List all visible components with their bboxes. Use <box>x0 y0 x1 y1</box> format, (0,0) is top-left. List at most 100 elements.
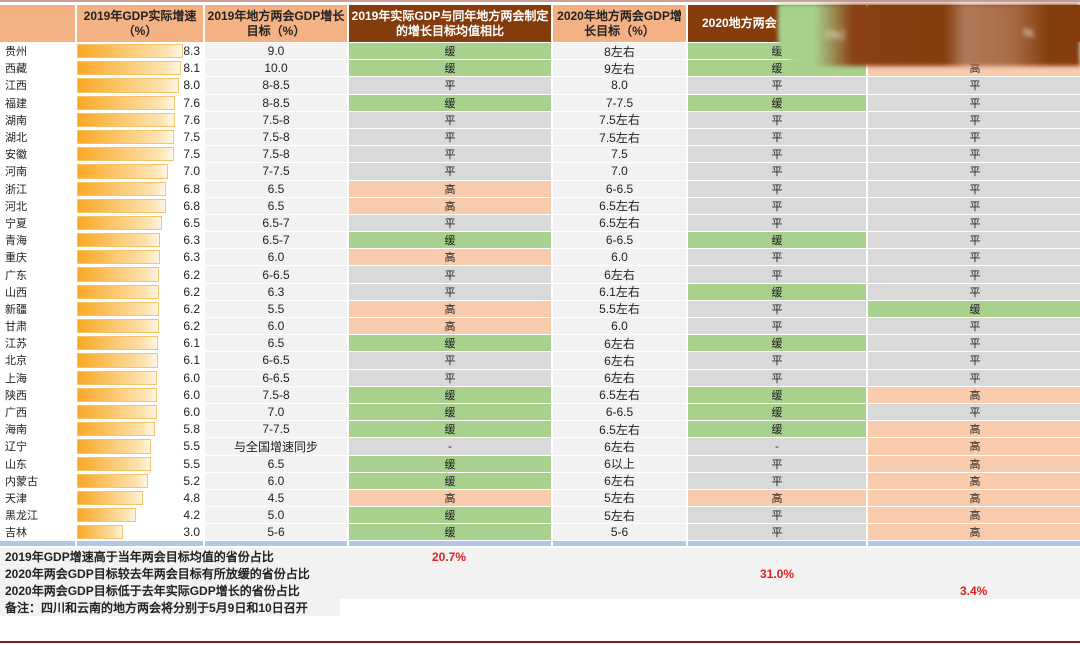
compare-2019: - <box>349 438 551 455</box>
actual-growth-cell: 6.0 <box>77 387 203 403</box>
table-row: 山东 5.5 6.5 缓 6以上平高 <box>0 455 1080 473</box>
top-border <box>0 0 1080 2</box>
actual-growth-cell: 5.5 <box>77 456 203 472</box>
compare-2019: 平 <box>349 352 551 369</box>
target-2019: 与全国增速同步 <box>205 438 347 455</box>
actual-growth-cell: 7.0 <box>77 163 203 179</box>
target-2020: 7.0 <box>553 163 686 180</box>
target-2019: 6.5 <box>205 455 347 472</box>
target-2019: 7.5-8 <box>205 128 347 146</box>
actual-growth-cell: 5.5 <box>77 438 203 454</box>
summary-row-3: 2020年两会GDP目标低于去年实际GDP增长的省份占比 3.4% <box>0 582 1080 599</box>
table-row: 重庆 6.3 6.0 高 6.0 平平 <box>0 249 1080 266</box>
compare-2020-prior: 平 <box>688 197 866 214</box>
compare-2020-prior: 缓 <box>688 421 866 438</box>
table-row: 辽宁 5.5 与全国增速同步 -6左右 - 高 <box>0 438 1080 455</box>
table-row: 安徽 7.5 7.5-8 平 7.5 平平 <box>0 146 1080 163</box>
compare-2020-actual: 高 <box>868 507 1080 524</box>
target-2020: 6.1左右 <box>553 283 686 300</box>
header-province <box>0 5 75 42</box>
table-row: 河北 6.8 6.5 高 6.5左右平平 <box>0 197 1080 215</box>
table-row: 青海 6.3 6.5-7 缓 6-6.5 缓平 <box>0 232 1080 249</box>
growth-value: 6.3 <box>183 233 200 248</box>
growth-value: 8.3 <box>183 44 200 59</box>
compare-2019: 缓 <box>349 421 551 438</box>
compare-2020-actual: 平 <box>868 403 1080 421</box>
table-row: 海南 5.8 7-7.5 缓 6.5左右缓高 <box>0 421 1080 438</box>
summary-label: 2020年两会GDP目标低于去年实际GDP增长的省份占比 <box>5 584 300 598</box>
compare-2020-actual: 缓 <box>868 300 1080 317</box>
compare-2019: 缓 <box>349 472 551 489</box>
target-2019: 6.0 <box>205 472 347 489</box>
actual-growth-cell: 7.5 <box>77 129 203 145</box>
province-name: 广西 <box>5 406 27 420</box>
compare-2020-prior: - <box>688 438 866 455</box>
compare-2020-actual: 平 <box>868 197 1080 214</box>
growth-bar <box>77 215 163 231</box>
target-2019: 6.5 <box>205 180 347 197</box>
growth-bar <box>77 164 169 179</box>
compare-2020-actual: 平 <box>868 163 1080 180</box>
compare-2020-actual: 高 <box>868 421 1080 438</box>
growth-bar <box>77 456 152 471</box>
compare-2020-actual: 平 <box>868 214 1080 232</box>
province-name: 吉林 <box>5 526 27 540</box>
target-2019: 5.0 <box>205 507 347 524</box>
table-row: 江苏 6.1 6.5 缓 6左右缓平 <box>0 335 1080 352</box>
target-2020: 6.5左右 <box>553 214 686 232</box>
target-2019: 7.5-8 <box>205 386 347 403</box>
province-name: 天津 <box>5 491 27 505</box>
target-2020: 7.5 <box>553 146 686 163</box>
growth-bar <box>77 525 123 540</box>
target-2020: 6.0 <box>553 318 686 335</box>
compare-2019: 平 <box>349 146 551 163</box>
summary-row-2: 2020年两会GDP目标较去年两会目标有所放缓的省份占比 31.0% <box>0 565 1080 582</box>
actual-growth-cell: 7.6 <box>77 112 203 128</box>
growth-value: 4.8 <box>183 490 200 505</box>
table-row: 山西 6.2 6.3 平 6.1左右缓平 <box>0 283 1080 301</box>
actual-growth-cell: 6.0 <box>77 404 203 420</box>
growth-bar <box>77 267 160 282</box>
target-2020: 6-6.5 <box>553 180 686 197</box>
actual-growth-cell: 6.8 <box>77 181 203 197</box>
growth-value: 7.0 <box>183 164 200 179</box>
compare-2019: 缓 <box>349 507 551 524</box>
target-2019: 6-6.5 <box>205 369 347 386</box>
target-2019: 6.5-7 <box>205 232 347 249</box>
growth-bar <box>77 439 152 454</box>
target-2020: 8左右 <box>553 43 686 60</box>
growth-bar <box>77 112 175 127</box>
province-name: 湖北 <box>5 131 27 145</box>
growth-value: 6.2 <box>183 301 200 316</box>
compare-2020-actual: 平 <box>868 249 1080 266</box>
target-2020: 8.0 <box>553 77 686 94</box>
province-name: 安徽 <box>5 148 27 162</box>
compare-2020-prior: 平 <box>688 352 866 369</box>
target-2020: 6.5左右 <box>553 421 686 438</box>
compare-2020-prior: 平 <box>688 266 866 283</box>
table-row: 内蒙古 5.2 6.0 缓 6左右平高 <box>0 472 1080 490</box>
growth-value: 5.8 <box>183 422 200 437</box>
summary-label: 2019年GDP增速高于当年两会目标均值的省份占比 <box>5 550 274 564</box>
target-2020: 5-6 <box>553 524 686 541</box>
compare-2019: 平 <box>349 214 551 232</box>
province-name: 青海 <box>5 234 27 248</box>
actual-growth-cell: 6.1 <box>77 352 203 368</box>
compare-2020-actual: 平 <box>868 369 1080 386</box>
growth-bar <box>77 387 157 402</box>
compare-2019: 高 <box>349 249 551 266</box>
actual-growth-cell: 6.5 <box>77 215 203 231</box>
target-2019: 7.0 <box>205 403 347 421</box>
actual-growth-cell: 4.8 <box>77 490 203 506</box>
growth-value: 7.5 <box>183 147 200 162</box>
compare-2020-actual: 高 <box>868 386 1080 403</box>
compare-2019: 缓 <box>349 455 551 472</box>
province-name: 河北 <box>5 199 27 213</box>
target-2020: 5左右 <box>553 489 686 507</box>
target-2019: 6.5-7 <box>205 214 347 232</box>
header-2019-compare: 2019年实际GDP与同年地方两会制定的增长目标均值相比 <box>349 5 551 42</box>
growth-value: 3.0 <box>183 525 200 540</box>
actual-growth-cell: 7.5 <box>77 146 203 162</box>
actual-growth-cell: 8.3 <box>77 43 203 59</box>
actual-growth-cell: 6.2 <box>77 266 203 282</box>
